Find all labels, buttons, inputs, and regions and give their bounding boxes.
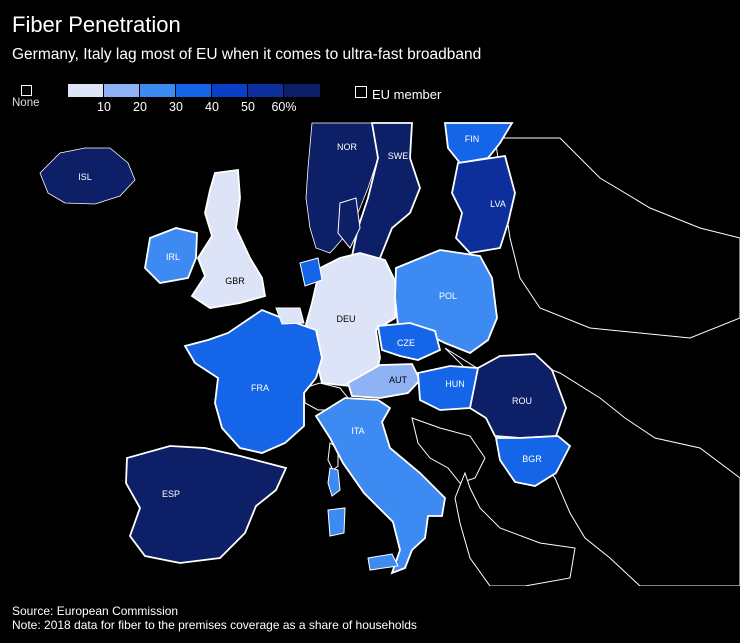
country-label-pol: POL (439, 291, 457, 301)
country-shape-esp (125, 445, 288, 564)
country-label-esp: ESP (162, 489, 180, 499)
legend-swatch-3 (176, 84, 212, 97)
legend-swatch-2 (140, 84, 176, 97)
legend-color-scale (68, 84, 320, 97)
country-shape-aut (346, 363, 422, 399)
europe-map: ISL NOR SWE FIN LVA IRL GBR DEU POL CZE … (39, 122, 740, 586)
legend-swatch-0 (68, 84, 104, 97)
country-label-isl: ISL (78, 172, 92, 182)
country-label-cze: CZE (397, 338, 415, 348)
country-label-bgr: BGR (522, 454, 542, 464)
country-shape-irl (144, 227, 198, 284)
legend-tick-4: 50 (241, 100, 255, 114)
country-label-gbr: GBR (225, 276, 245, 286)
legend-tick-0: 10 (97, 100, 111, 114)
legend-none-label: None (12, 97, 40, 109)
country-label-rou: ROU (512, 396, 532, 406)
country-shape-ita (314, 397, 446, 575)
legend-tick-1: 20 (133, 100, 147, 114)
legend-swatch-6 (284, 84, 320, 97)
legend-swatch-5 (248, 84, 284, 97)
islands (275, 197, 399, 571)
country-shape-cze (376, 322, 442, 361)
country-label-swe: SWE (388, 151, 409, 161)
country-label-lva: LVA (490, 199, 506, 209)
country-shape-lva (451, 154, 516, 254)
country-label-fin: FIN (465, 134, 480, 144)
legend-none-swatch (21, 85, 32, 96)
chart-title: Fiber Penetration (12, 12, 181, 37)
legend-tick-3: 40 (205, 100, 219, 114)
country-label-hun: HUN (445, 379, 465, 389)
source-note: Source: European Commission (12, 604, 179, 618)
data-note: Note: 2018 data for fiber to the premise… (12, 618, 417, 632)
country-label-deu: DEU (336, 314, 355, 324)
country-shape-bgr (494, 435, 572, 487)
legend-tick-5: 60% (271, 100, 297, 114)
legend-tick-2: 30 (169, 100, 183, 114)
legend-eu-member-label: EU member (372, 87, 442, 102)
chart-subtitle: Germany, Italy lag most of EU when it co… (12, 46, 482, 63)
country-label-ita: ITA (351, 426, 364, 436)
legend-swatch-1 (104, 84, 140, 97)
country-label-aut: AUT (389, 375, 408, 385)
country-shape-fra (183, 308, 323, 454)
legend-swatch-4 (212, 84, 248, 97)
footer: Source: European Commission Note: 2018 d… (12, 604, 417, 632)
country-shape-isl (39, 147, 136, 205)
legend-eu-member-swatch (355, 86, 367, 98)
country-label-irl: IRL (166, 252, 180, 262)
legend-scale-ticks: 10 20 30 40 50 60% (68, 100, 320, 114)
country-shape-gbr (190, 168, 267, 309)
country-label-fra: FRA (251, 383, 269, 393)
country-label-nor: NOR (337, 142, 358, 152)
